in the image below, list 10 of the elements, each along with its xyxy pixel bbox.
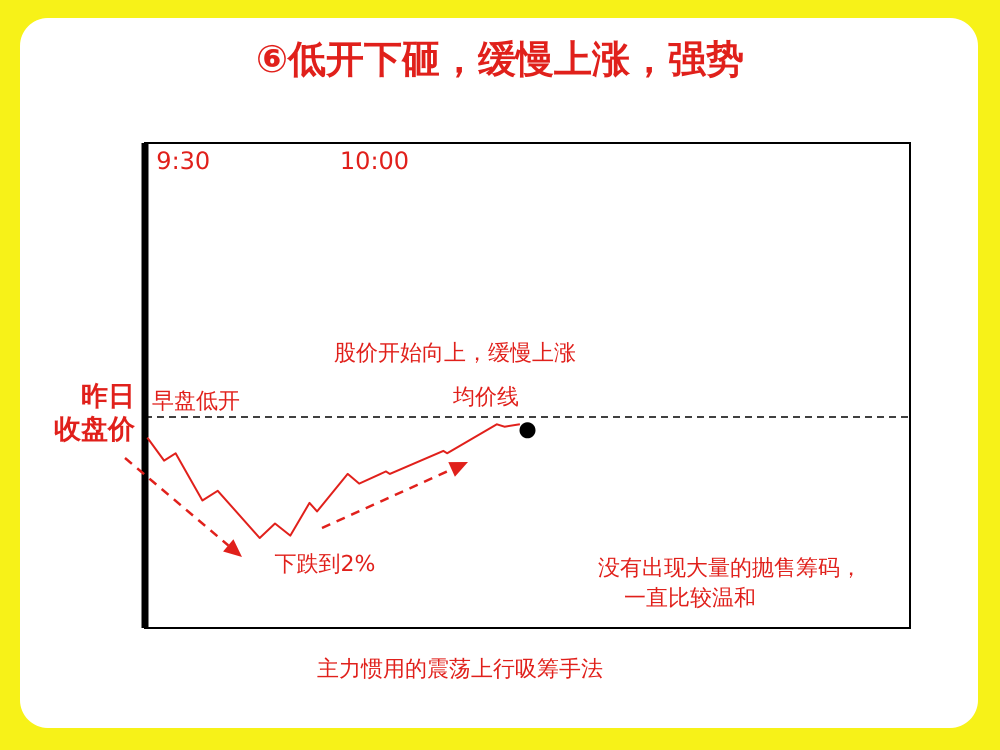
- text: 均价线: [452, 385, 519, 410]
- x-tick-label: 9:30: [156, 147, 210, 175]
- text: 主力惯用的震荡上行吸筹手法: [317, 657, 603, 682]
- text: 下跌到2%: [274, 552, 376, 577]
- chart-title: ⑥低开下砸，缓慢上涨，强势: [256, 37, 744, 81]
- x-tick-label: 10:00: [340, 147, 410, 175]
- text: 早盘低开: [152, 389, 240, 414]
- ref-line-label: 昨日收盘价: [54, 381, 136, 445]
- text: 股价开始向上，缓慢上涨: [334, 341, 576, 366]
- text: 没有出现大量的抛售筹码，一直比较温和: [598, 556, 862, 611]
